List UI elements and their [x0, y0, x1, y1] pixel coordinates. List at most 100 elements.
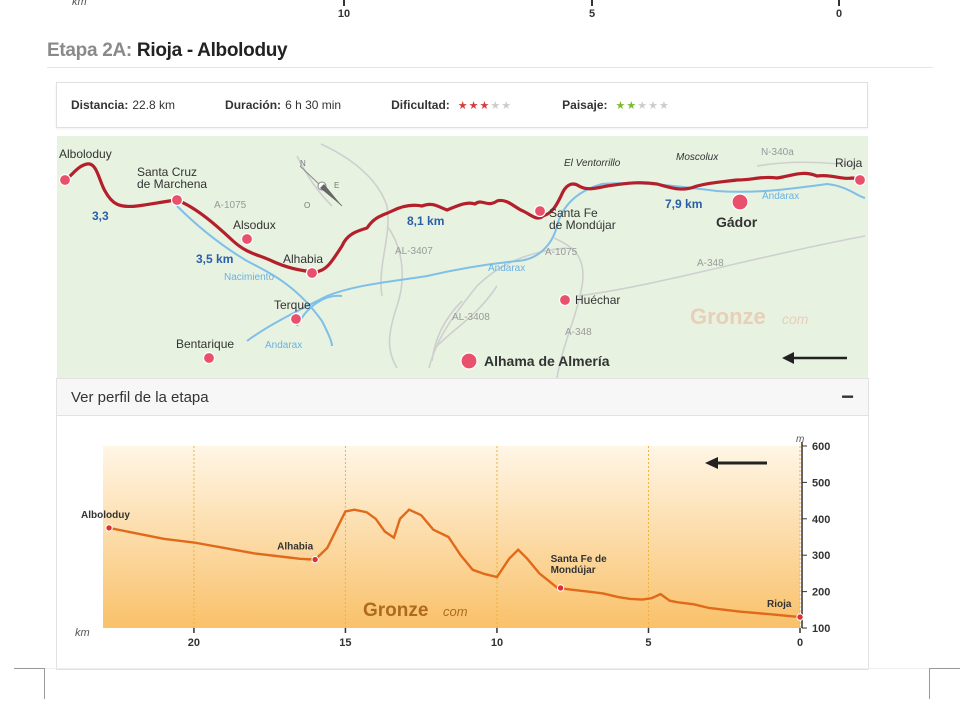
road-label: AL-3407 [395, 246, 433, 257]
route-map-svg: N E O Alboloduy Santa Cruz de Marchena A… [58, 143, 867, 378]
x-axis-label: km [75, 627, 90, 639]
road [756, 161, 858, 167]
waypoint-label: Rioja [767, 599, 792, 610]
town-label: Alhama de Almería [484, 353, 610, 369]
direction-arrow-icon [782, 352, 847, 364]
river-label: Andarax [265, 340, 302, 351]
place-label: de Mondújar [549, 218, 616, 232]
distance-value: 22.8 km [132, 98, 176, 112]
landscape-label: Paisaje: [562, 98, 608, 112]
landscape-stat: Paisaje: ★★★★★ [562, 98, 670, 112]
village-marker[interactable] [853, 173, 867, 187]
y-tick-label: 100 [812, 623, 830, 635]
elevation-profile-chart: 100 200 300 400 500 600 20 15 10 5 0 Alboloduy Alha… [75, 434, 830, 649]
watermark-com: com [782, 311, 809, 327]
star-filled-icon: ★ [457, 99, 469, 112]
road-label: A-348 [697, 258, 724, 269]
segment-distances: 3,3 3,5 km 8,1 km 7,9 km [92, 197, 702, 266]
svg-text:E: E [334, 181, 339, 190]
watermark-com: com [443, 604, 468, 619]
route-map[interactable]: N E O Alboloduy Santa Cruz de Marchena A… [57, 136, 868, 378]
corner-mark [14, 668, 45, 699]
village-marker[interactable] [533, 204, 547, 218]
village-marker[interactable] [240, 232, 254, 246]
road [553, 237, 584, 378]
waypoint-label: Alhabia [277, 542, 314, 553]
x-tick-label: 0 [797, 637, 803, 649]
waypoint-label: Santa Fe de [551, 554, 608, 565]
river-label: Andarax [488, 263, 525, 274]
waypoint-marker[interactable] [311, 555, 319, 564]
waypoint-marker[interactable] [105, 524, 113, 532]
title-divider [47, 67, 933, 68]
stage-stats: Distancia: 22.8 km Duración: 6 h 30 min … [56, 82, 868, 128]
waypoint-marker[interactable] [796, 613, 804, 621]
watermark-main: Gronze [363, 600, 428, 621]
road-label: A-348 [565, 327, 592, 338]
star-empty-icon: ★ [490, 99, 502, 112]
profile-header[interactable]: Ver perfil de la etapa − [57, 379, 868, 416]
road [576, 235, 866, 297]
distance-stat: Distancia: 22.8 km [71, 98, 175, 112]
place-label: Huéchar [575, 293, 620, 307]
collapse-toggle-button[interactable]: − [841, 384, 854, 409]
place-label: Bentarique [176, 337, 234, 351]
place-label: Santa Cruz [137, 165, 197, 179]
road-labels: A-1075 AL-3407 A-1075 A-348 AL-3408 A-34… [214, 147, 794, 338]
previous-profile-axis: km 10 5 0 [56, 0, 868, 26]
segment-distance: 7,9 km [665, 197, 702, 211]
place-label: Santa Fe [549, 206, 598, 220]
villages-layer [58, 173, 867, 370]
road [431, 300, 463, 362]
star-filled-icon: ★ [479, 99, 491, 112]
road [436, 285, 498, 347]
tick-mark [838, 0, 840, 6]
y-tick-label: 300 [812, 550, 830, 562]
town-marker[interactable] [731, 193, 749, 211]
svg-text:N: N [300, 159, 306, 168]
y-tick-label: 600 [812, 441, 830, 453]
waypoint-label: Alboloduy [81, 510, 130, 521]
duration-stat: Duración: 6 h 30 min [225, 98, 341, 112]
duration-value: 6 h 30 min [285, 98, 342, 112]
corner-mark [929, 668, 960, 699]
river [176, 205, 333, 347]
road-label: A-1075 [214, 200, 247, 211]
river-label: Andarax [762, 191, 799, 202]
svg-text:O: O [304, 201, 310, 210]
village-marker[interactable] [289, 312, 303, 326]
previous-profile-tick: 5 [588, 8, 596, 20]
village-marker[interactable] [558, 293, 572, 307]
map-labels: Alboloduy Santa Cruz de Marchena Alsodux… [59, 147, 863, 369]
place-label: Moscolux [676, 152, 719, 163]
star-empty-icon: ★ [501, 99, 513, 112]
town-marker[interactable] [460, 352, 478, 370]
road-label: N-340a [761, 147, 794, 158]
y-axis-label: m [796, 434, 804, 445]
star-filled-icon: ★ [615, 99, 627, 112]
x-tick-label: 10 [491, 637, 503, 649]
road [386, 225, 403, 369]
place-label: Alhabia [283, 252, 323, 266]
star-filled-icon: ★ [626, 99, 638, 112]
tick-mark [343, 0, 345, 6]
village-marker[interactable] [202, 351, 216, 365]
waypoint-label: Mondújar [551, 565, 596, 576]
village-marker[interactable] [58, 173, 72, 187]
duration-label: Duración: [225, 98, 282, 112]
compass-icon: N E O [299, 159, 343, 210]
profile-watermark: Gronze com [363, 600, 468, 621]
page-title: Etapa 2A: Rioja - Alboloduy [47, 40, 288, 62]
waypoint-marker[interactable] [556, 584, 565, 592]
x-tick-label: 20 [188, 637, 200, 649]
village-marker[interactable] [305, 266, 319, 280]
bottom-divider [44, 668, 929, 669]
segment-distance: 8,1 km [407, 214, 444, 228]
river [246, 182, 866, 342]
village-marker[interactable] [170, 193, 184, 207]
road [428, 247, 568, 369]
x-tick-label: 15 [339, 637, 351, 649]
previous-profile-km-label: km [72, 0, 87, 8]
difficulty-label: Dificultad: [391, 98, 450, 112]
